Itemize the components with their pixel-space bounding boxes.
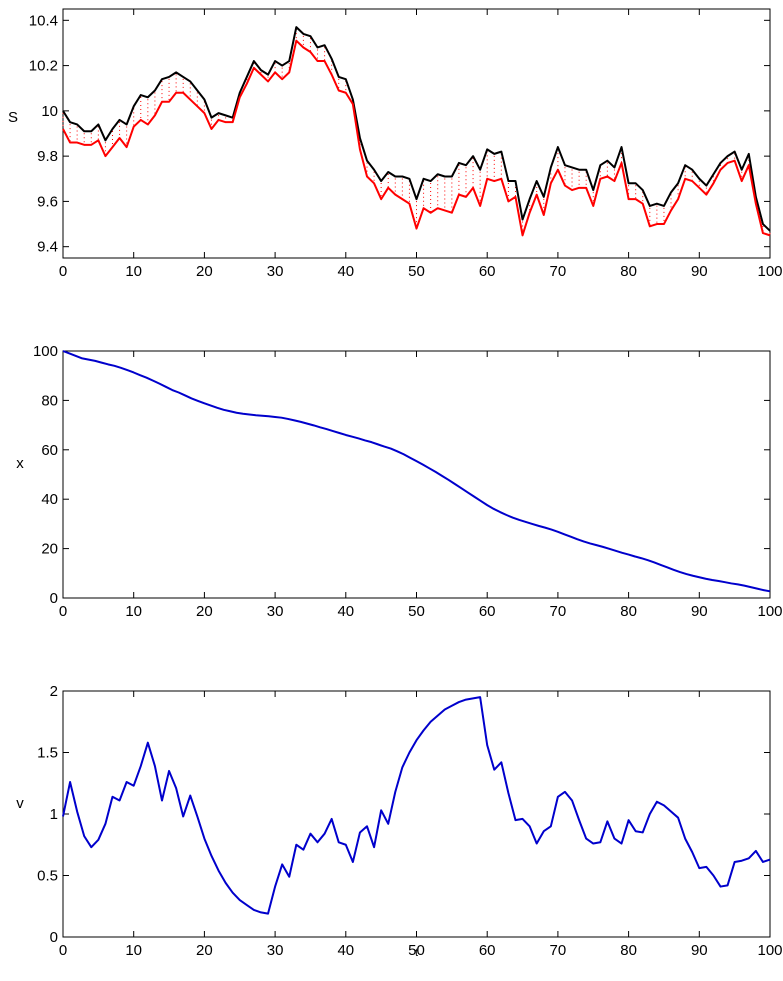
y-tick-label: 9.4 <box>37 239 58 256</box>
x-tick-label: 20 <box>196 942 213 959</box>
chart-panel-x: 0 10 20 30 40 50 60 70 80 90 100 0 20 40 60 80 100 x <box>16 343 782 620</box>
x-tick-label: 10 <box>125 263 142 280</box>
x-tick-label: 10 <box>125 603 142 620</box>
y-axis-label: S <box>8 109 18 126</box>
x-tick-label: 40 <box>337 603 354 620</box>
y-tick-label: 2 <box>50 683 58 700</box>
y-tick-label: 10.4 <box>29 12 58 29</box>
y-tick-label: 1 <box>50 806 58 823</box>
x-tick-label: 70 <box>550 603 567 620</box>
y-tick-label: 1.5 <box>37 745 58 762</box>
y-tick-label: 100 <box>33 343 58 360</box>
x-tick-label: 80 <box>620 942 637 959</box>
x-tick-label: 30 <box>267 942 284 959</box>
series-line-0 <box>62 696 771 915</box>
x-tick-label: 60 <box>479 263 496 280</box>
y-tick-label: 10.2 <box>29 58 58 75</box>
x-tick-label: 100 <box>757 942 782 959</box>
x-tick-label: 90 <box>691 603 708 620</box>
y-tick-label: 80 <box>41 392 58 409</box>
x-tick-label: 100 <box>757 603 782 620</box>
series-line-0 <box>62 350 771 593</box>
x-tick-label: 10 <box>125 942 142 959</box>
x-tick-label: 50 <box>408 603 425 620</box>
x-tick-label: 60 <box>479 603 496 620</box>
x-tick-label: 30 <box>267 263 284 280</box>
y-tick-label: 0 <box>50 590 58 607</box>
x-tick-label: 80 <box>620 603 637 620</box>
y-tick-label: 10 <box>41 103 58 120</box>
plot-frame <box>62 690 771 938</box>
x-tick-label: 40 <box>337 942 354 959</box>
y-tick-label: 0.5 <box>37 868 58 885</box>
x-tick-label: 80 <box>620 263 637 280</box>
y-tick-label: 9.8 <box>37 148 58 165</box>
y-tick-label: 60 <box>41 442 58 459</box>
x-axis-label: t <box>415 947 418 959</box>
series-line-0 <box>62 26 771 232</box>
y-tick-label: 0 <box>50 929 58 946</box>
y-axis-label: v <box>16 795 24 812</box>
x-tick-label: 50 <box>408 942 425 959</box>
chart-panel-v: 0 10 20 30 40 50 60 70 80 90 100 0 0.5 1 1.5 2 v t <box>16 683 782 959</box>
x-tick-label: 90 <box>691 942 708 959</box>
x-tick-label: 100 <box>757 263 782 280</box>
x-tick-label: 20 <box>196 603 213 620</box>
y-tick-label: 40 <box>41 491 58 508</box>
x-tick-label: 40 <box>337 263 354 280</box>
x-tick-label: 70 <box>550 263 567 280</box>
x-tick-label: 30 <box>267 603 284 620</box>
x-tick-label: 20 <box>196 263 213 280</box>
x-tick-label: 60 <box>479 942 496 959</box>
y-tick-label: 9.6 <box>37 193 58 210</box>
x-tick-label: 0 <box>59 603 67 620</box>
y-axis-label: x <box>16 455 24 472</box>
chart-panel-s: 0 10 20 30 40 50 60 70 80 90 100 9.4 9.6 9.8 10 10.2 10.… <box>8 8 783 280</box>
x-tick-label: 0 <box>59 942 67 959</box>
y-tick-label: 20 <box>41 541 58 558</box>
series-line-1 <box>62 39 771 237</box>
x-tick-label: 50 <box>408 263 425 280</box>
x-tick-label: 90 <box>691 263 708 280</box>
x-tick-label: 70 <box>550 942 567 959</box>
x-tick-label: 0 <box>59 263 67 280</box>
